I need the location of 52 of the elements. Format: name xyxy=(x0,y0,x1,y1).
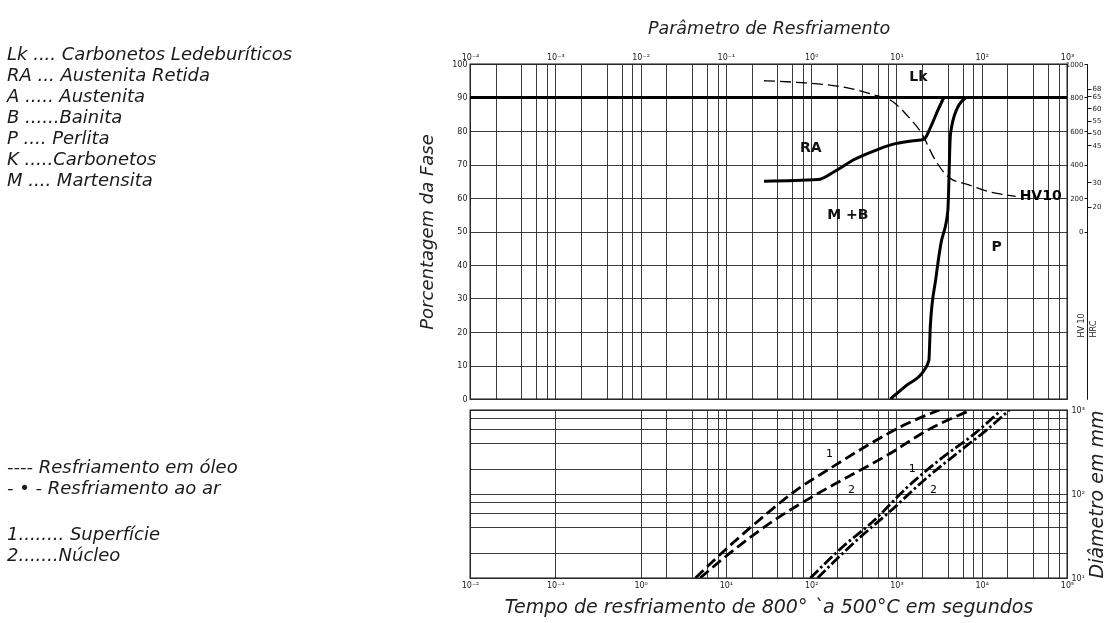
x-tick-label: 10³ xyxy=(890,580,904,590)
text: P .... Perlita xyxy=(7,127,110,148)
x-tick-label: 10⁴ xyxy=(975,580,989,590)
y-tick-label: 60 xyxy=(457,193,468,203)
series-label: 2 xyxy=(848,483,856,497)
text: A ..... Austenita xyxy=(6,85,146,106)
text: RA ... Austenita Retida xyxy=(7,64,210,85)
series-label: 1 xyxy=(826,446,834,460)
y-tick-label: 0 xyxy=(462,394,468,404)
x-tick-label: 10⁻¹ xyxy=(717,52,736,62)
text: ---- Resfriamento em óleo xyxy=(7,456,238,477)
y-tick-label: 10³ xyxy=(1071,405,1085,415)
y-tick-label: 70 xyxy=(457,160,468,169)
text: B ......Bainita xyxy=(7,106,123,127)
x-tick-label: 10² xyxy=(975,52,989,62)
y-tick-label: 10² xyxy=(1071,489,1085,499)
x-tick-label: 10⁵ xyxy=(1060,580,1075,590)
x-axis-title: Parâmetro de Resfriamento xyxy=(647,17,891,38)
x-tick-label: 10¹ xyxy=(719,580,734,590)
y-tick-label: 10¹ xyxy=(1071,573,1085,583)
x-tick-label: 10⁻² xyxy=(461,580,480,590)
y2-axis-title: HV 10 xyxy=(1076,313,1086,338)
y-tick-label: 40 xyxy=(457,260,468,270)
y-tick-label: 80 xyxy=(457,126,468,136)
x-tick-label: 10⁻⁴ xyxy=(461,52,480,62)
text: - • - Resfriamento ao ar xyxy=(7,477,223,498)
y-tick-label: 100 xyxy=(452,59,468,69)
x-tick-label: 10⁰ xyxy=(804,52,819,62)
y-axis-title: Porcentagem da Fase xyxy=(416,134,438,330)
x-tick-label: 10¹ xyxy=(890,52,904,62)
y-tick-label: 50 xyxy=(457,227,468,236)
y-tick-label: 30 xyxy=(457,294,468,303)
annotation: P xyxy=(991,237,1002,254)
text: 1........ Superfície xyxy=(7,523,160,544)
y-tick-label: 20 xyxy=(457,327,468,337)
series-label: 1 xyxy=(908,462,916,476)
y-tick-label: 90 xyxy=(457,93,468,102)
x-axis-title: Tempo de resfriamento de 800° `a 500°C em segundos xyxy=(504,594,1034,617)
x-tick-label: 10⁻¹ xyxy=(546,580,565,590)
x-tick-label: 10³ xyxy=(1060,52,1075,62)
x-tick-label: 10⁻³ xyxy=(546,52,565,62)
series-label: 2 xyxy=(929,482,937,496)
y-axis-title: Diâmetro em mm xyxy=(1084,410,1107,579)
text: K .....Carbonetos xyxy=(7,148,157,169)
text: 2.......Núcleo xyxy=(7,544,121,565)
x-tick-label: 10⁻² xyxy=(632,52,650,62)
x-tick-label: 10² xyxy=(804,580,819,590)
text: Lk .... Carbonetos Ledeburíticos xyxy=(7,43,293,64)
y3-axis-title: HRC xyxy=(1088,320,1098,338)
y-tick-label: 10 xyxy=(457,361,468,370)
text: M .... Martensita xyxy=(7,169,153,190)
x-tick-label: 10⁰ xyxy=(634,580,648,590)
